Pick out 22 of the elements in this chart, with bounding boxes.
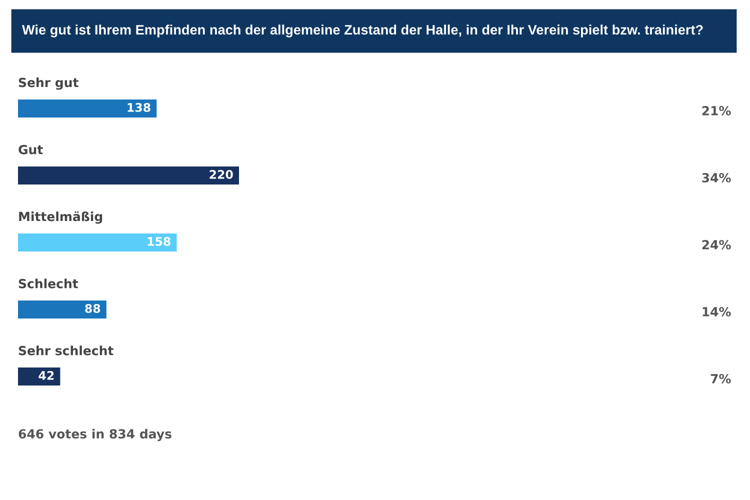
y-tick-label: Sehr gut (18, 78, 78, 90)
bar (18, 300, 106, 319)
data-label: 88 (85, 304, 100, 313)
bar (18, 166, 239, 185)
data-label: 220 (210, 170, 233, 179)
data-label: 138 (128, 102, 150, 112)
text: 14% (702, 307, 731, 316)
text: Wie gut ist Ihrem Empfinden nach der allgemeine Zustand der Halle, in der Ihr Verein spielt bzw. trainiert? (22, 24, 703, 38)
y-tick-label: Sehr schlecht (18, 346, 114, 356)
y-tick-label: Gut (18, 144, 43, 154)
data-label: 42 (38, 370, 54, 380)
text: 34% (702, 173, 731, 182)
bar (18, 367, 60, 386)
y-tick-label: Schlecht (18, 278, 78, 288)
text: 21% (702, 106, 731, 116)
text: 7% (710, 374, 731, 384)
y-tick-label: Mittelmäßig (19, 211, 102, 224)
text: 24% (702, 240, 731, 250)
text: 646 votes in 834 days (18, 428, 172, 442)
data-label: 158 (148, 236, 170, 246)
bar (18, 233, 177, 252)
bar (18, 99, 157, 118)
